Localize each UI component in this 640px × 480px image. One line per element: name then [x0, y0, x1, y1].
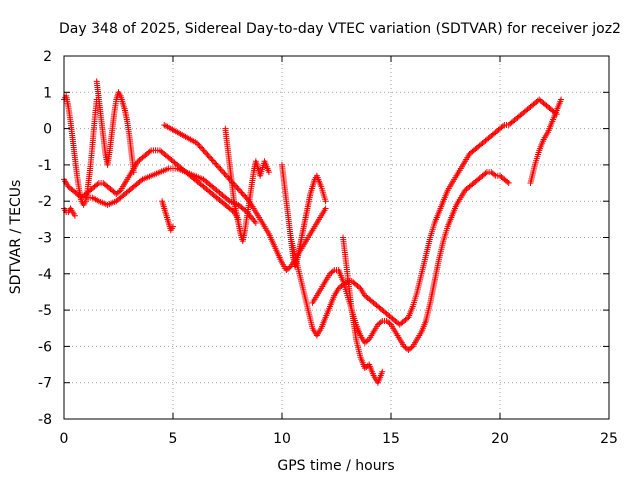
x-axis-label: GPS time / hours	[277, 458, 394, 474]
data-point	[71, 212, 78, 219]
x-tick-label: 20	[491, 431, 509, 447]
series-track	[93, 78, 137, 176]
series-track	[82, 165, 259, 226]
y-tick-label: -3	[38, 231, 52, 247]
track-marker	[116, 188, 123, 195]
track-marker	[364, 337, 371, 344]
y-tick-label: -2	[38, 194, 52, 210]
y-tick-label: -1	[38, 158, 52, 174]
data-point	[213, 161, 220, 168]
track-marker	[217, 166, 224, 173]
track-marker	[212, 160, 219, 167]
track-marker	[197, 144, 204, 151]
track-marker	[208, 156, 215, 163]
x-tick-label: 0	[60, 431, 69, 447]
data-point	[130, 169, 137, 176]
track-marker	[237, 188, 244, 195]
track-marker	[218, 167, 225, 174]
data-point	[239, 190, 246, 197]
y-tick-label: -8	[38, 412, 52, 428]
track-marker	[204, 151, 211, 158]
series-track	[222, 125, 272, 245]
track-marker	[201, 148, 208, 155]
track-marker	[209, 157, 216, 164]
track-marker	[216, 164, 223, 171]
data-point	[322, 198, 329, 205]
data-point	[220, 169, 227, 176]
y-axis-label: SDTVAR / TECUs	[8, 180, 24, 295]
track-marker	[243, 195, 250, 202]
track-marker	[146, 148, 153, 155]
track-marker	[222, 172, 229, 179]
track-marker	[235, 186, 242, 193]
track-marker	[210, 158, 217, 165]
chart-title: Day 348 of 2025, Sidereal Day-to-day VTE…	[59, 21, 621, 37]
track-marker	[214, 163, 221, 170]
series-track	[527, 96, 565, 187]
data-point	[207, 154, 214, 161]
series-track	[61, 92, 100, 208]
data-point	[322, 205, 329, 212]
track-marker	[138, 177, 145, 184]
axis-ticks: 0 5 10 15 20 25 -8 -7 -6 -5 -4 -3 -2 -1 0 1 2	[38, 49, 618, 447]
data-point	[193, 140, 200, 147]
track-marker	[196, 143, 203, 150]
x-tick-label: 25	[600, 431, 618, 447]
data-point	[252, 219, 259, 226]
track-marker	[504, 178, 511, 185]
track-marker	[482, 170, 489, 177]
y-tick-label: -4	[38, 267, 52, 283]
track-marker	[377, 319, 384, 326]
series-track	[340, 234, 386, 386]
data-point	[505, 180, 512, 187]
track-marker	[203, 150, 210, 157]
data-point	[170, 223, 176, 230]
track-marker	[356, 284, 363, 291]
y-tick-label: 2	[43, 49, 52, 65]
track-marker	[499, 123, 506, 130]
x-tick-label: 10	[273, 431, 291, 447]
data-point	[265, 169, 272, 176]
data-point	[379, 368, 386, 375]
track-marker	[286, 264, 293, 271]
y-tick-label: 0	[43, 122, 52, 138]
track-marker	[403, 315, 410, 322]
series-track	[61, 205, 78, 219]
grid	[64, 56, 609, 419]
data-point	[200, 147, 207, 154]
data-series	[61, 78, 565, 386]
y-tick-label: -5	[38, 303, 52, 319]
track-marker	[225, 196, 232, 203]
track-marker	[329, 268, 336, 275]
data-point	[558, 96, 565, 103]
x-tick-label: 15	[382, 431, 400, 447]
track-marker	[234, 185, 241, 192]
track-marker	[241, 192, 248, 199]
track-marker	[94, 181, 101, 188]
track-marker	[221, 170, 228, 177]
track-marker	[408, 344, 415, 351]
track-marker	[199, 145, 206, 152]
series-track	[159, 198, 176, 234]
y-tick-label: -6	[38, 339, 52, 355]
track-marker	[386, 320, 393, 327]
track-marker	[491, 171, 498, 178]
track-marker	[205, 153, 212, 160]
track-marker	[195, 141, 202, 148]
y-tick-label: 1	[43, 85, 52, 101]
track-marker	[238, 189, 245, 196]
track-marker	[225, 174, 232, 181]
y-tick-label: -7	[38, 376, 52, 392]
x-tick-label: 5	[169, 431, 178, 447]
